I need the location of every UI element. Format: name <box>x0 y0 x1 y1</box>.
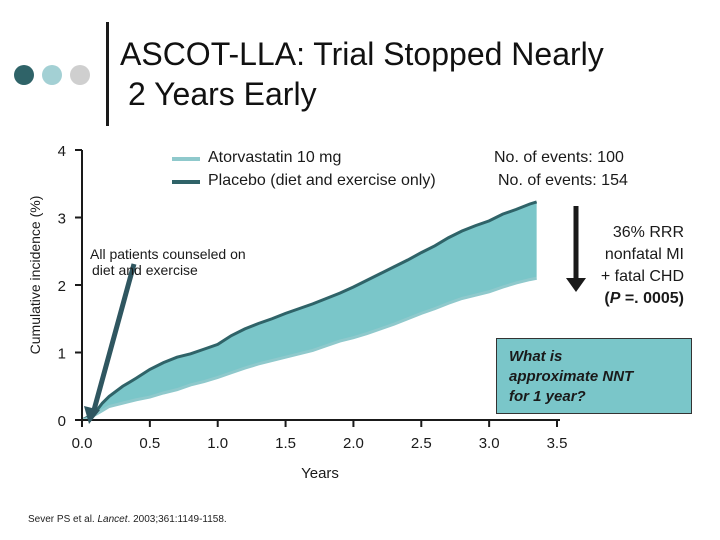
citation-journal: Lancet <box>97 514 128 525</box>
rrr-p-value: (P =. 0005) <box>601 288 684 310</box>
counsel-line-2: diet and exercise <box>92 262 198 278</box>
x-tick-label: 0.5 <box>139 435 160 452</box>
placebo-legend-swatch <box>172 180 200 184</box>
header-dot-gray <box>70 65 90 85</box>
x-tick-label: 1.5 <box>275 435 296 452</box>
x-axis-label: Years <box>301 465 339 482</box>
rrr-line-1: 36% RRR <box>612 224 684 241</box>
citation-details: . 2003;361:1149-1158. <box>127 514 227 525</box>
x-tick-label: 3.5 <box>547 435 568 452</box>
counsel-arrow-head <box>84 406 100 424</box>
y-tick-label: 2 <box>58 278 66 295</box>
rrr-line-2: nonfatal MI <box>604 246 684 263</box>
nnt-question-box: What is approximate NNT for 1 year? <box>496 338 692 414</box>
placebo-series-line <box>81 200 538 422</box>
citation-authors: Sever PS et al. <box>28 514 98 525</box>
citation: Sever PS et al. Lancet. 2003;361:1149-11… <box>28 514 227 525</box>
atorvastatin-series-line <box>81 276 537 422</box>
y-axis-label: Cumulative incidence (%) <box>27 196 43 355</box>
rrr-annotation: 36% RRR nonfatal MI + fatal CHD (P =. 00… <box>601 222 684 310</box>
atorvastatin-legend-label: Atorvastatin 10 mg <box>208 149 342 166</box>
counsel-line-1: All patients counseled on <box>90 246 246 262</box>
y-tick-label: 1 <box>58 346 66 363</box>
nnt-line-2: approximate NNT <box>509 368 634 385</box>
header-dot-dark <box>14 65 34 85</box>
placebo-events: No. of events: 154 <box>498 172 628 189</box>
title-line-2: 2 Years Early <box>128 76 317 112</box>
y-tick-label: 3 <box>58 211 66 228</box>
slide-title: ASCOT-LLA: Trial Stopped Nearly 2 Years … <box>120 34 604 114</box>
header-dot-light <box>42 65 62 85</box>
rrr-arrow-head <box>566 278 586 292</box>
title-divider <box>106 22 109 126</box>
y-axis-ticks: 0 1 2 3 4 <box>58 143 82 430</box>
counsel-annotation: All patients counseled on diet and exerc… <box>90 246 246 278</box>
rrr-p-letter: P <box>609 290 621 307</box>
nnt-line-3: for 1 year? <box>509 388 586 405</box>
risk-reduction-area <box>82 201 537 420</box>
y-tick-label: 4 <box>58 143 66 160</box>
x-axis-ticks: 0.0 0.5 1.0 1.5 2.0 2.5 3.0 3.5 <box>72 420 568 452</box>
x-tick-label: 2.0 <box>343 435 364 452</box>
x-tick-label: 0.0 <box>72 435 93 452</box>
x-tick-label: 1.0 <box>207 435 228 452</box>
rrr-line-3: + fatal CHD <box>600 268 684 285</box>
rrr-p-prefix: ( <box>604 290 610 307</box>
placebo-legend-label: Placebo (diet and exercise only) <box>208 172 436 189</box>
rrr-p-suffix: =. 0005) <box>620 290 684 307</box>
atorvastatin-events: No. of events: 100 <box>494 149 624 166</box>
atorvastatin-legend-swatch <box>172 157 200 161</box>
x-tick-label: 2.5 <box>411 435 432 452</box>
title-line-1: ASCOT-LLA: Trial Stopped Nearly <box>120 36 604 72</box>
nnt-line-1: What is <box>509 348 563 365</box>
y-tick-label: 0 <box>58 413 66 430</box>
counsel-arrow-shaft <box>91 263 137 411</box>
x-tick-label: 3.0 <box>479 435 500 452</box>
